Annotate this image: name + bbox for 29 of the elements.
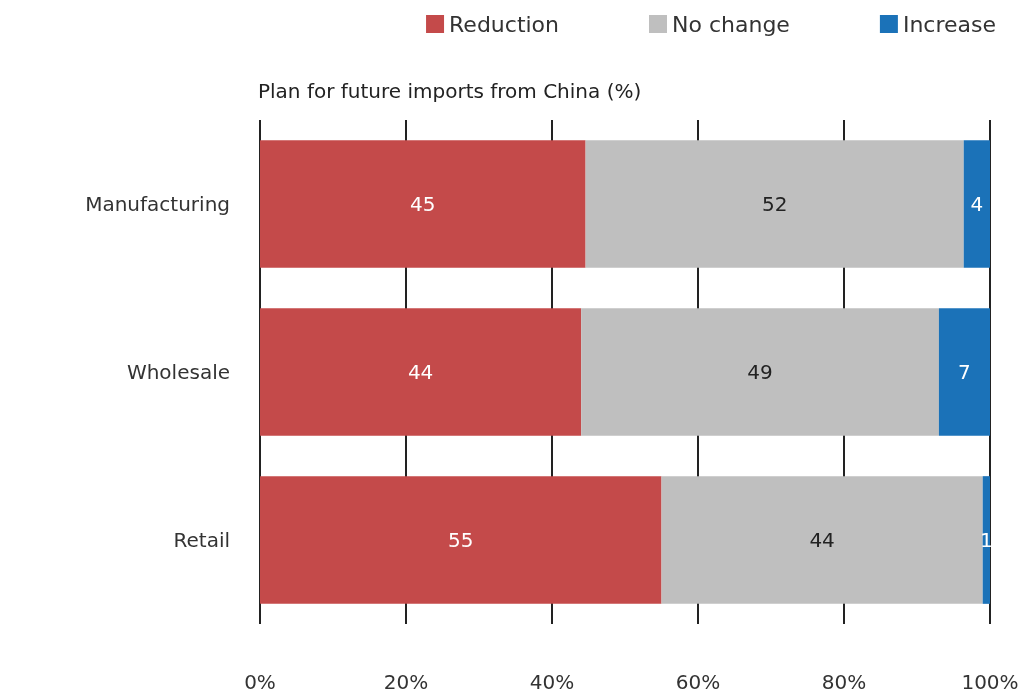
bar	[260, 308, 582, 436]
legend-label: Increase	[902, 11, 997, 37]
data-label: 45	[410, 192, 436, 216]
legend-label: Reduction	[449, 11, 560, 37]
bar	[581, 308, 939, 436]
y-tick-label: Retail	[173, 528, 230, 552]
bar	[938, 308, 990, 436]
bar	[963, 140, 990, 268]
x-tick-label: 40%	[529, 670, 575, 694]
x-tick-label: 20%	[383, 670, 429, 694]
chart-title: Plan for future imports from China (%)	[258, 79, 642, 103]
y-tick-label: Manufacturing	[85, 192, 230, 216]
legend-label: No change	[672, 11, 790, 37]
data-label: 55	[448, 528, 474, 552]
x-tick-label: 80%	[821, 670, 867, 694]
data-label: 44	[809, 528, 835, 552]
bar	[260, 140, 586, 268]
y-tick-label: Wholesale	[126, 360, 230, 384]
data-label: 4	[970, 192, 984, 216]
x-tick-label: 100%	[961, 670, 1019, 694]
x-tick-label: 0%	[244, 670, 276, 694]
data-label: 44	[407, 360, 434, 384]
bar	[661, 476, 983, 604]
bar	[585, 140, 964, 268]
data-label: 49	[747, 360, 773, 384]
x-tick-label: 60%	[675, 670, 721, 694]
data-label: 52	[761, 192, 788, 216]
bar	[260, 476, 662, 604]
data-label: 7	[958, 360, 971, 384]
